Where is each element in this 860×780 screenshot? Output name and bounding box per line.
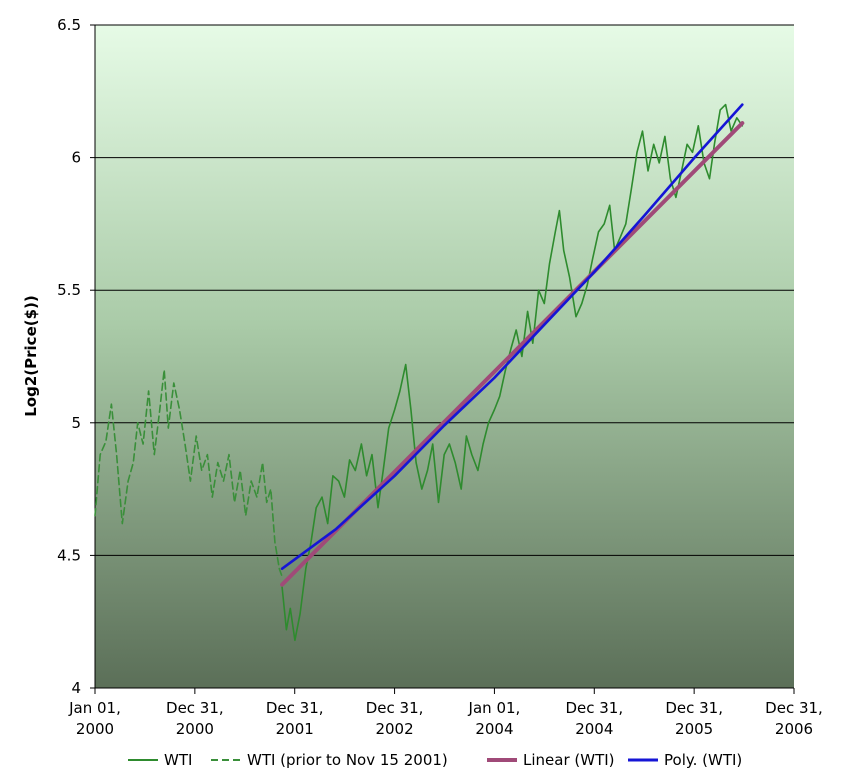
legend-label: Poly. (WTI) xyxy=(664,751,742,769)
x-tick-labels: Jan 01, 2000 Dec 31, 2000 Dec 31, 2001 Dec 31,… xyxy=(68,688,823,738)
legend-label: WTI (prior to Nov 15 2001) xyxy=(247,751,448,769)
x-tick-label: Dec 31, 2000 xyxy=(166,699,224,738)
y-axis-label: Log2(Price($)) xyxy=(22,295,40,417)
x-tick-label: Dec 31, 2002 xyxy=(366,699,424,738)
plot-area-background xyxy=(95,25,794,688)
y-tick-label: 4.5 xyxy=(57,546,81,564)
series-line-poly-wti xyxy=(280,103,744,571)
y-tick-label: 6 xyxy=(71,149,81,167)
y-tick-label: 6.5 xyxy=(57,16,81,34)
y-tick-label: 4 xyxy=(71,679,81,697)
x-tick-label: Dec 31, 2005 xyxy=(665,699,723,738)
series-group xyxy=(94,103,745,642)
x-tick-label: Jan 01, 2004 xyxy=(468,699,521,738)
y-tick-labels: 4 4.5 5 5.5 6 6.5 xyxy=(57,16,95,697)
legend-label: Linear (WTI) xyxy=(523,751,615,769)
legend-label: WTI xyxy=(164,751,192,769)
series-line-wti xyxy=(281,103,744,642)
x-tick-label: Dec 31, 2004 xyxy=(565,699,623,738)
y-tick-label: 5 xyxy=(71,414,81,432)
gridlines xyxy=(95,24,794,556)
x-tick-label: Dec 31, 2006 xyxy=(765,699,823,738)
x-tick-label: Dec 31, 2001 xyxy=(266,699,324,738)
series-line-wti-prior-to-nov-15-2001 xyxy=(94,368,283,578)
legend: WTI WTI (prior to Nov 15 2001) Linear (WTI… xyxy=(128,751,742,769)
x-tick-label: Jan 01, 2000 xyxy=(68,699,121,738)
y-tick-label: 5.5 xyxy=(57,281,81,299)
